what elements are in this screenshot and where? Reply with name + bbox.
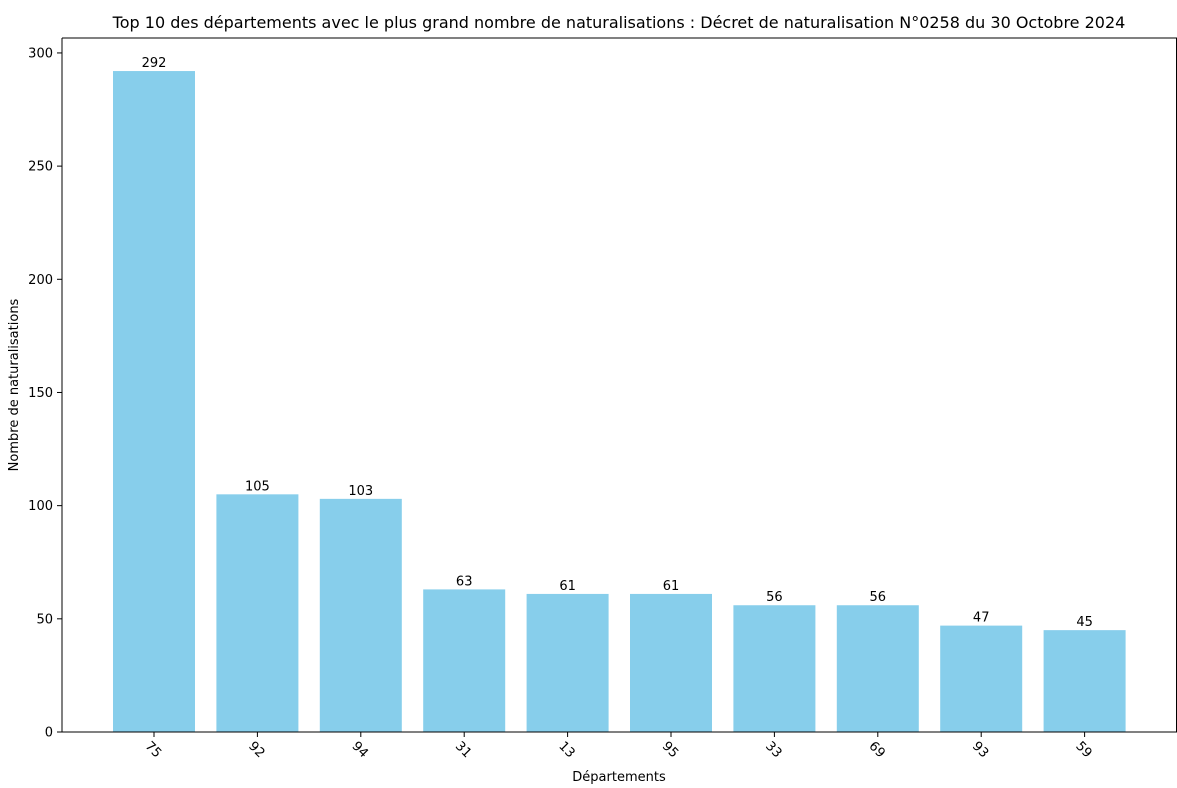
value-label-31: 63 <box>456 574 473 589</box>
x-tick-label-13: 13 <box>555 739 577 761</box>
x-tick-label-92: 92 <box>245 739 267 761</box>
y-tick-label-200: 200 <box>28 273 53 288</box>
bar-75 <box>113 71 195 733</box>
x-tick-label-33: 33 <box>762 739 784 761</box>
x-axis-label: Départements <box>572 770 666 785</box>
value-label-75: 292 <box>142 56 167 71</box>
bar-13 <box>526 593 609 732</box>
x-tick-label-95: 95 <box>659 739 681 761</box>
value-label-69: 56 <box>870 590 887 605</box>
bar-95 <box>630 593 712 732</box>
value-label-94: 103 <box>348 484 373 499</box>
y-axis-label: Nombre de naturalisations <box>7 298 22 471</box>
y-tick-label-0: 0 <box>45 726 53 741</box>
x-tick-label-31: 31 <box>452 739 474 761</box>
value-label-13: 61 <box>559 579 576 594</box>
bar-31 <box>423 589 506 732</box>
bar-33 <box>733 605 816 732</box>
bar-59 <box>1043 630 1126 732</box>
x-tick-label-94: 94 <box>349 739 371 761</box>
chart-title: Top 10 des départements avec le plus gra… <box>112 13 1126 32</box>
y-tick-label-50: 50 <box>36 612 53 627</box>
value-label-33: 56 <box>766 590 783 605</box>
bar-93 <box>940 625 1023 732</box>
y-axis: 0 50 100 150 200 250 300 <box>28 46 62 741</box>
x-tick-label-93: 93 <box>969 739 991 761</box>
value-label-95: 61 <box>663 579 680 594</box>
x-tick-label-75: 75 <box>142 739 164 761</box>
bars-layer <box>113 71 1126 733</box>
x-axis: 75 92 94 31 13 95 33 69 93 59 <box>142 732 1095 761</box>
bar-69 <box>836 605 919 732</box>
y-tick-label-300: 300 <box>28 46 53 61</box>
y-tick-label-250: 250 <box>28 160 53 175</box>
value-labels-layer: 292 105 103 63 61 61 56 56 47 45 <box>142 56 1093 630</box>
x-tick-label-59: 59 <box>1072 739 1094 761</box>
value-label-59: 45 <box>1076 615 1093 630</box>
bar-92 <box>216 494 299 732</box>
y-tick-label-150: 150 <box>28 386 53 401</box>
value-label-93: 47 <box>973 611 990 626</box>
x-tick-label-69: 69 <box>866 739 888 761</box>
bar-94 <box>319 498 402 732</box>
y-tick-label-100: 100 <box>28 499 53 514</box>
value-label-92: 105 <box>245 479 270 494</box>
